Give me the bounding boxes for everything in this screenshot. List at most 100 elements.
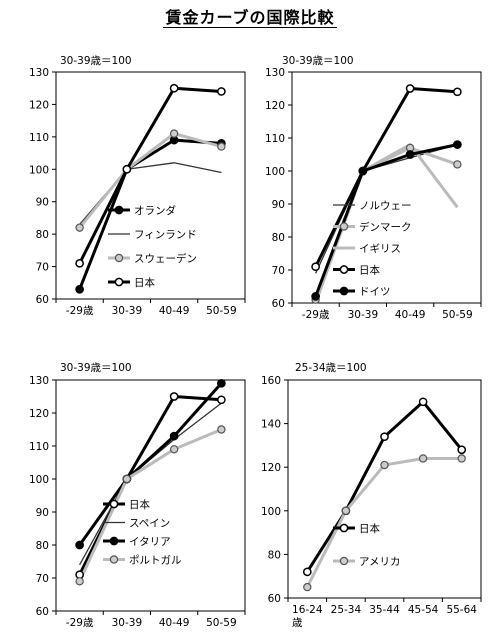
y-tick-label: 120	[29, 99, 49, 111]
x-tick-label: 40-49	[159, 305, 190, 317]
series-line-4	[314, 87, 458, 268]
chart-1: 30-39歳＝100 60 70 80 90 100 110 120 130 -29歳 30-39 4…	[29, 55, 246, 317]
y-tick-label: 100	[29, 474, 49, 486]
legend-entry: スウェーデン	[108, 252, 197, 265]
y-tick-label: 160	[261, 375, 281, 387]
x-tick-label: -29歳	[66, 617, 94, 629]
x-tick-label: -29歳	[302, 309, 330, 321]
legend-label: フィンランド	[134, 229, 197, 241]
data-point	[358, 166, 368, 176]
data-point	[217, 425, 226, 434]
x-tick-label: 55-64	[446, 604, 477, 616]
y-tick-label: 60	[36, 606, 49, 618]
x-tick-label: 16-24	[292, 604, 323, 616]
x-tick-label: 40-49	[159, 617, 190, 629]
data-point	[341, 506, 351, 515]
series-line-5	[314, 143, 458, 297]
data-point	[75, 284, 84, 294]
series-line-1	[78, 138, 222, 290]
legend-label: ノルウェー	[359, 200, 412, 212]
y-tick-label: 90	[272, 199, 285, 211]
data-point	[75, 258, 84, 268]
legend-entry: オランダ	[108, 204, 176, 217]
data-point	[418, 454, 428, 463]
legend-entry: アメリカ	[333, 556, 400, 568]
legend-marker	[339, 222, 349, 231]
legend-label: スウェーデン	[134, 252, 197, 265]
legend-entry: 日本	[108, 276, 155, 289]
y-tick-label: 60	[272, 298, 285, 310]
series-line-4	[78, 86, 222, 265]
series-line-3	[78, 382, 223, 546]
y-tick-label: 80	[272, 232, 285, 244]
y-tick-label: 70	[36, 262, 49, 274]
legend-entry: 日本	[333, 522, 380, 535]
data-point	[457, 454, 466, 463]
x-tick-label: 歳	[292, 617, 303, 629]
plot-frame	[291, 71, 482, 304]
chart-4: 25-34歳＝100 60 80 100 120 140 160 16-24歳 25-34 35-…	[261, 362, 482, 629]
legend-entry: ポルトガル	[103, 555, 182, 567]
data-point	[457, 445, 467, 455]
x-tick-label: 50-59	[442, 309, 473, 321]
data-point	[380, 460, 389, 470]
legend-marker	[339, 286, 349, 296]
chart-note: 30-39歳＝100	[60, 55, 132, 67]
legend-label: イタリア	[129, 536, 171, 548]
legend-marker	[114, 253, 124, 263]
legend-marker	[109, 555, 119, 564]
y-tick-label: 130	[265, 67, 285, 79]
y-tick-label: 110	[29, 441, 49, 453]
chart-2: 30-39歳＝100 60 70 80 90 100 110 120 130 -29歳 30-39 4…	[265, 55, 482, 321]
series-line-3	[78, 132, 222, 229]
x-tick-label: 30-39	[112, 617, 143, 629]
y-tick-label: 60	[268, 593, 281, 605]
data-point	[169, 83, 179, 93]
y-tick-label: 70	[36, 573, 49, 585]
legend-marker	[339, 556, 349, 566]
legend-label: アメリカ	[359, 556, 400, 568]
y-tick-label: 80	[36, 229, 49, 241]
legend-label: ドイツ	[359, 286, 391, 298]
y-tick-label: 120	[29, 408, 49, 420]
y-tick-label: 130	[29, 375, 49, 387]
legend-entry: ドイツ	[333, 286, 391, 298]
data-point	[303, 582, 312, 592]
x-tick-label: 30-39	[112, 305, 143, 317]
legend-entry: イタリア	[103, 536, 171, 548]
legend-entry: 日本	[333, 264, 380, 277]
y-tick-label: 60	[36, 294, 49, 306]
legend-marker	[339, 265, 349, 274]
data-point	[217, 87, 226, 96]
legend-marker	[339, 523, 349, 533]
data-point	[453, 160, 462, 169]
data-point	[418, 397, 428, 407]
x-tick-label: 30-39	[348, 309, 379, 321]
legend-marker	[114, 205, 124, 215]
legend-label: オランダ	[134, 204, 176, 217]
legend-marker	[114, 277, 124, 287]
data-point	[380, 432, 389, 442]
chart-note: 30-39歳＝100	[60, 362, 132, 374]
legend-entry: デンマーク	[333, 221, 412, 234]
legend-label: 日本	[359, 522, 380, 535]
y-tick-label: 120	[261, 462, 281, 474]
legend-label: ポルトガル	[129, 555, 182, 567]
data-point	[169, 431, 179, 441]
y-tick-label: 130	[29, 67, 49, 79]
x-tick-label: 40-49	[395, 309, 426, 321]
data-point	[302, 567, 312, 577]
data-point	[75, 540, 84, 550]
data-point	[405, 84, 415, 93]
y-tick-label: 120	[265, 100, 285, 112]
y-tick-label: 140	[261, 419, 281, 431]
data-point	[453, 140, 462, 149]
data-point	[75, 223, 84, 232]
x-tick-label: 50-59	[206, 617, 237, 629]
series-line-4	[78, 428, 222, 582]
legend-entry: フィンランド	[108, 229, 197, 241]
y-tick-label: 110	[29, 132, 49, 144]
y-tick-label: 90	[36, 197, 49, 209]
plot-frame	[55, 379, 246, 612]
chart-3: 30-39歳＝100 60 70 80 90 100 110 120 130 -29歳 30-39 4…	[29, 362, 246, 629]
